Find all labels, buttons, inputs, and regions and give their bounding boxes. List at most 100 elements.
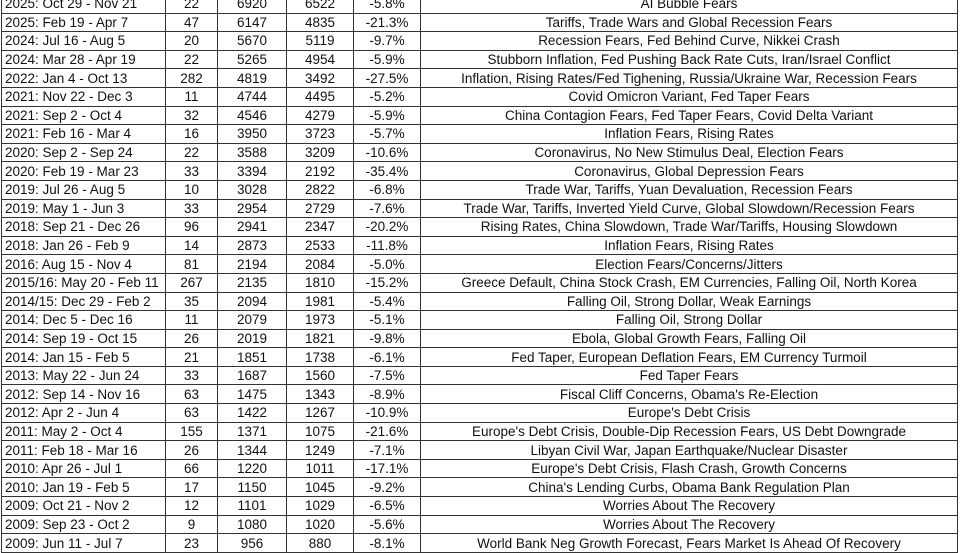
period-cell: 2020: Feb 19 - Mar 23 [1, 161, 166, 181]
start-value-cell: 1220 [217, 458, 287, 479]
start-value-cell: 2954 [217, 198, 287, 219]
table-row: 2024: Jul 16 - Aug 5 20 5670 5119 -9.7% Reces… [1, 31, 958, 51]
period-cell: 2009: Sep 23 - Oct 2 [1, 514, 166, 535]
cause-cell: Europe's Debt Crisis [420, 403, 958, 423]
table-row: 2021: Sep 2 - Oct 4 32 4546 4279 -5.9% China … [1, 105, 958, 126]
table-row: 2018: Sep 21 - Dec 26 96 2941 2347 -20.2% Ris… [1, 217, 958, 237]
days-cell: 155 [165, 421, 218, 442]
period-cell: 2018: Sep 21 - Dec 26 [1, 217, 166, 237]
period-cell: 2014: Dec 5 - Dec 16 [1, 310, 166, 330]
table-row: 2015/16: May 20 - Feb 11 267 2135 1810 -15.2… [1, 272, 958, 293]
end-value-cell: 2729 [286, 198, 354, 219]
period-cell: 2025: Oct 29 - Nov 21 [1, 0, 166, 14]
decline-cell: -17.1% [353, 458, 421, 479]
end-value-cell: 3723 [286, 124, 354, 144]
end-value-cell: 2192 [286, 161, 354, 181]
cause-cell: Trade War, Tariffs, Yuan Devaluation, Re… [420, 179, 958, 200]
period-cell: 2022: Jan 4 - Oct 13 [1, 68, 166, 88]
decline-cell: -5.8% [353, 0, 421, 14]
table-row: 2010: Jan 19 - Feb 5 17 1150 1045 -9.2% China… [1, 477, 958, 498]
cause-cell: Inflation Fears, Rising Rates [420, 124, 958, 144]
table-row: 2022: Jan 4 - Oct 13 282 4819 3492 -27.5% Inf… [1, 68, 958, 88]
cause-cell: China's Lending Curbs, Obama Bank Regula… [420, 477, 958, 498]
end-value-cell: 2822 [286, 179, 354, 200]
start-value-cell: 1475 [217, 384, 287, 405]
period-cell: 2010: Jan 19 - Feb 5 [1, 477, 166, 498]
end-value-cell: 6522 [286, 0, 354, 14]
start-value-cell: 4546 [217, 105, 287, 126]
days-cell: 63 [165, 403, 218, 423]
days-cell: 14 [165, 235, 218, 256]
days-cell: 10 [165, 179, 218, 200]
period-cell: 2020: Sep 2 - Sep 24 [1, 142, 166, 163]
table-row: 2019: May 1 - Jun 3 33 2954 2729 -7.6% Trade … [1, 198, 958, 219]
end-value-cell: 2533 [286, 235, 354, 256]
decline-cell: -35.4% [353, 161, 421, 181]
decline-cell: -8.1% [353, 533, 421, 553]
table-row: 2019: Jul 26 - Aug 5 10 3028 2822 -6.8% Trade… [1, 179, 958, 200]
days-cell: 33 [165, 365, 218, 386]
table-row: 2020: Sep 2 - Sep 24 22 3588 3209 -10.6% Coro… [1, 142, 958, 163]
cause-cell: Inflation Fears, Rising Rates [420, 235, 958, 256]
decline-cell: -8.9% [353, 384, 421, 405]
decline-cell: -6.1% [353, 347, 421, 367]
start-value-cell: 1150 [217, 477, 287, 498]
start-value-cell: 4819 [217, 68, 287, 88]
days-cell: 32 [165, 105, 218, 126]
days-cell: 96 [165, 217, 218, 237]
end-value-cell: 2347 [286, 217, 354, 237]
period-cell: 2015/16: May 20 - Feb 11 [1, 272, 166, 293]
cause-cell: Worries About The Recovery [420, 514, 958, 535]
decline-cell: -7.6% [353, 198, 421, 219]
period-cell: 2021: Sep 2 - Oct 4 [1, 105, 166, 126]
table-row: 2018: Jan 26 - Feb 9 14 2873 2533 -11.8% Infl… [1, 235, 958, 256]
end-value-cell: 1738 [286, 347, 354, 367]
table-row: 2009: Jun 11 - Jul 7 23 956 880 -8.1% World B… [1, 533, 958, 553]
period-cell: 2018: Jan 26 - Feb 9 [1, 235, 166, 256]
start-value-cell: 2094 [217, 291, 287, 312]
table-row: 2013: May 22 - Jun 24 33 1687 1560 -7.5% Fed … [1, 365, 958, 386]
start-value-cell: 2873 [217, 235, 287, 256]
decline-cell: -5.7% [353, 124, 421, 144]
decline-cell: -5.1% [353, 310, 421, 330]
days-cell: 17 [165, 477, 218, 498]
days-cell: 47 [165, 12, 218, 33]
period-cell: 2019: Jul 26 - Aug 5 [1, 179, 166, 200]
period-cell: 2009: Oct 21 - Nov 2 [1, 496, 166, 516]
decline-cell: -5.4% [353, 291, 421, 312]
days-cell: 22 [165, 49, 218, 70]
start-value-cell: 956 [217, 533, 287, 553]
decline-cell: -10.6% [353, 142, 421, 163]
decline-cell: -5.0% [353, 254, 421, 274]
start-value-cell: 1101 [217, 496, 287, 516]
end-value-cell: 880 [286, 533, 354, 553]
end-value-cell: 1020 [286, 514, 354, 535]
end-value-cell: 1821 [286, 328, 354, 349]
cause-cell: World Bank Neg Growth Forecast, Fears Ma… [420, 533, 958, 553]
days-cell: 33 [165, 198, 218, 219]
days-cell: 23 [165, 533, 218, 553]
end-value-cell: 4279 [286, 105, 354, 126]
start-value-cell: 2194 [217, 254, 287, 274]
start-value-cell: 2019 [217, 328, 287, 349]
start-value-cell: 6147 [217, 12, 287, 33]
decline-cell: -9.8% [353, 328, 421, 349]
cause-cell: Fed Taper Fears [420, 365, 958, 386]
cause-cell: Election Fears/Concerns/Jitters [420, 254, 958, 274]
end-value-cell: 2084 [286, 254, 354, 274]
period-cell: 2013: May 22 - Jun 24 [1, 365, 166, 386]
decline-cell: -9.2% [353, 477, 421, 498]
end-value-cell: 1560 [286, 365, 354, 386]
end-value-cell: 4835 [286, 12, 354, 33]
decline-cell: -21.3% [353, 12, 421, 33]
decline-cell: -15.2% [353, 272, 421, 293]
days-cell: 22 [165, 0, 218, 14]
period-cell: 2014: Sep 19 - Oct 15 [1, 328, 166, 349]
end-value-cell: 1029 [286, 496, 354, 516]
days-cell: 26 [165, 440, 218, 460]
period-cell: 2012: Apr 2 - Jun 4 [1, 403, 166, 423]
cause-cell: Ebola, Global Growth Fears, Falling Oil [420, 328, 958, 349]
end-value-cell: 5119 [286, 31, 354, 51]
table-row: 2014: Dec 5 - Dec 16 11 2079 1973 -5.1% Falli… [1, 310, 958, 330]
decline-cell: -10.9% [353, 403, 421, 423]
